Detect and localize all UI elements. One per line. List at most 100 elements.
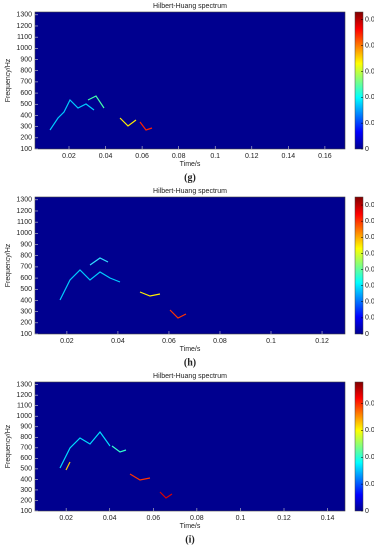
y-tick-label: 1200 (16, 208, 32, 215)
x-axis-label: Time/s (180, 523, 201, 530)
y-tick-label: 1100 (17, 219, 32, 226)
colorbar (354, 196, 364, 335)
y-tick-label: 1200 (16, 23, 32, 30)
y-tick-label: 600 (20, 275, 32, 282)
spectrum-trace (49, 98, 95, 131)
spectrum-trace (87, 95, 105, 109)
x-tick-label: 0.08 (213, 338, 227, 345)
spectrum-trace (119, 117, 137, 127)
x-tick-label: 0.04 (99, 153, 113, 160)
y-tick-label: 100 (20, 508, 32, 515)
x-tick-label: 0.06 (146, 515, 160, 522)
y-tick-label: 1300 (16, 197, 32, 204)
colorbar-tick-label: 0.01 (365, 454, 374, 461)
spectrum-trace (139, 121, 153, 131)
plot-area (34, 11, 346, 150)
y-tick-label: 1000 (16, 45, 32, 52)
colorbar-tick-label: 0.015 (365, 427, 374, 434)
colorbar-tick-label: 0.02 (365, 400, 374, 407)
y-tick-label: 1100 (17, 34, 32, 41)
spectrum-trace (65, 461, 71, 471)
x-tick-label: 0.14 (282, 153, 296, 160)
x-tick-label: 0.04 (103, 515, 117, 522)
y-axis-label: Frequency/Hz (5, 243, 12, 287)
panel: Hilbert-Huang spectrum 0.02 0.04 0.06 0.08 0.… (5, 3, 374, 183)
colorbar-tick-label: 0.012 (365, 234, 374, 241)
x-tick-label: 0.02 (59, 515, 73, 522)
x-tick-label: 0.06 (135, 153, 149, 160)
y-tick-label: 500 (20, 466, 32, 473)
caption: (h) (184, 357, 196, 368)
y-tick-label: 200 (20, 497, 32, 504)
y-tick-label: 400 (20, 112, 32, 119)
y-tick-label: 1300 (16, 381, 32, 388)
y-tick-label: 700 (20, 264, 32, 271)
colorbar-tick-label: 0 (365, 146, 369, 153)
y-tick-label: 500 (20, 101, 32, 108)
y-tick-label: 100 (20, 146, 32, 153)
spectrum-trace (139, 291, 161, 297)
caption: (i) (185, 534, 194, 545)
y-tick-label: 600 (20, 90, 32, 97)
y-tick-label: 600 (20, 455, 32, 462)
y-tick-label: 1300 (16, 12, 32, 19)
spectrum-trace (111, 445, 127, 453)
plot-area (34, 196, 346, 335)
colorbar-tick-label: 0.04 (365, 42, 374, 49)
y-tick-label: 700 (20, 79, 32, 86)
y-tick-label: 1100 (17, 403, 32, 410)
colorbar-tick-label: 0 (365, 331, 369, 338)
y-tick-label: 100 (20, 331, 32, 338)
spectrum-trace (159, 491, 173, 499)
y-tick-label: 900 (20, 241, 32, 248)
colorbar-tick-label: 0.008 (365, 266, 374, 273)
colorbar-tick-label: 0.016 (365, 202, 374, 209)
colorbar-tick-label: 0.03 (365, 68, 374, 75)
chart-title: Hilbert-Huang spectrum (153, 3, 227, 10)
y-tick-label: 900 (20, 424, 32, 431)
caption: (g) (184, 172, 196, 183)
x-tick-label: 0.16 (318, 153, 332, 160)
x-tick-label: 0.02 (62, 153, 76, 160)
colorbar-tick-label: 0.05 (365, 17, 374, 24)
x-axis-label: Time/s (180, 161, 201, 168)
x-tick-label: 0.08 (172, 153, 186, 160)
spectrum-trace (89, 257, 109, 266)
y-tick-label: 800 (20, 68, 32, 75)
x-tick-label: 0.1 (266, 338, 276, 345)
x-tick-label: 0.04 (111, 338, 125, 345)
colorbar-tick-label: 0.02 (365, 94, 374, 101)
x-tick-label: 0.02 (60, 338, 74, 345)
colorbar (354, 381, 364, 512)
x-tick-label: 0.14 (321, 515, 335, 522)
y-tick-label: 800 (20, 434, 32, 441)
colorbar (354, 11, 364, 150)
x-tick-label: 0.08 (190, 515, 204, 522)
y-tick-label: 300 (20, 487, 32, 494)
colorbar-tick-label: 0.002 (365, 315, 374, 322)
spectrum-trace (59, 431, 111, 469)
y-tick-label: 1000 (16, 230, 32, 237)
y-tick-label: 1200 (16, 392, 32, 399)
chart-title: Hilbert-Huang spectrum (153, 188, 227, 195)
y-tick-label: 300 (20, 308, 32, 315)
y-tick-label: 1000 (16, 413, 32, 420)
y-tick-label: 300 (20, 123, 32, 130)
y-tick-label: 200 (20, 135, 32, 142)
chart-title: Hilbert-Huang spectrum (153, 373, 227, 380)
colorbar-tick-label: 0.004 (365, 299, 374, 306)
panel: Hilbert-Huang spectrum 0.02 0.04 0.06 0.08 0.… (5, 373, 374, 545)
colorbar-tick-label: 0 (365, 508, 369, 515)
x-tick-label: 0.12 (277, 515, 291, 522)
y-axis-label: Frequency/Hz (5, 424, 12, 468)
spectrum-trace (129, 473, 151, 481)
spectrum-trace (59, 269, 121, 301)
x-tick-label: 0.1 (210, 153, 220, 160)
x-tick-label: 0.12 (245, 153, 259, 160)
x-tick-label: 0.1 (236, 515, 246, 522)
y-tick-label: 900 (20, 56, 32, 63)
y-axis-label: Frequency/Hz (5, 58, 12, 102)
colorbar-tick-label: 0.01 (365, 250, 374, 257)
y-tick-label: 400 (20, 297, 32, 304)
